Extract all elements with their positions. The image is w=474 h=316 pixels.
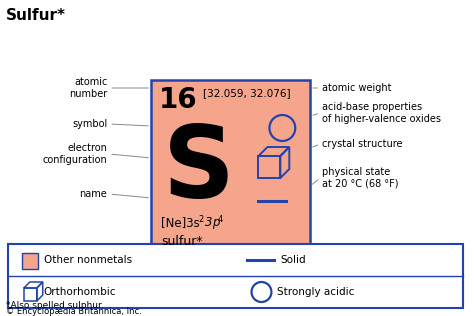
Text: *Also spelled sulphur.: *Also spelled sulphur.	[6, 301, 104, 309]
Text: symbol: symbol	[72, 119, 108, 129]
Text: [32.059, 32.076]: [32.059, 32.076]	[203, 88, 291, 98]
Text: 16: 16	[159, 86, 198, 114]
Text: 3: 3	[205, 216, 212, 229]
Text: p: p	[212, 216, 219, 229]
Text: acid-base properties
of higher-valence oxides: acid-base properties of higher-valence o…	[322, 102, 441, 124]
Text: Solid: Solid	[280, 255, 306, 265]
Text: © Encyclopædia Britannica, Inc.: © Encyclopædia Britannica, Inc.	[6, 307, 142, 316]
Text: 4: 4	[218, 215, 223, 224]
Text: Strongly acidic: Strongly acidic	[277, 287, 355, 297]
Text: electron
configuration: electron configuration	[43, 143, 108, 165]
FancyBboxPatch shape	[8, 244, 463, 308]
FancyBboxPatch shape	[151, 80, 310, 278]
Text: Sulfur*: Sulfur*	[6, 8, 66, 23]
Text: name: name	[80, 189, 108, 199]
Text: S: S	[163, 122, 235, 219]
Text: sulfur*: sulfur*	[161, 235, 203, 248]
Text: atomic
number: atomic number	[69, 77, 108, 99]
Text: 2: 2	[199, 215, 204, 224]
Text: Orthorhombic: Orthorhombic	[44, 287, 116, 297]
Text: atomic weight: atomic weight	[322, 83, 392, 93]
Text: crystal structure: crystal structure	[322, 139, 402, 149]
Text: Other nonmetals: Other nonmetals	[44, 255, 132, 265]
FancyBboxPatch shape	[22, 253, 38, 269]
Text: physical state
at 20 °C (68 °F): physical state at 20 °C (68 °F)	[322, 167, 399, 189]
Text: [Ne]3s: [Ne]3s	[161, 216, 200, 229]
